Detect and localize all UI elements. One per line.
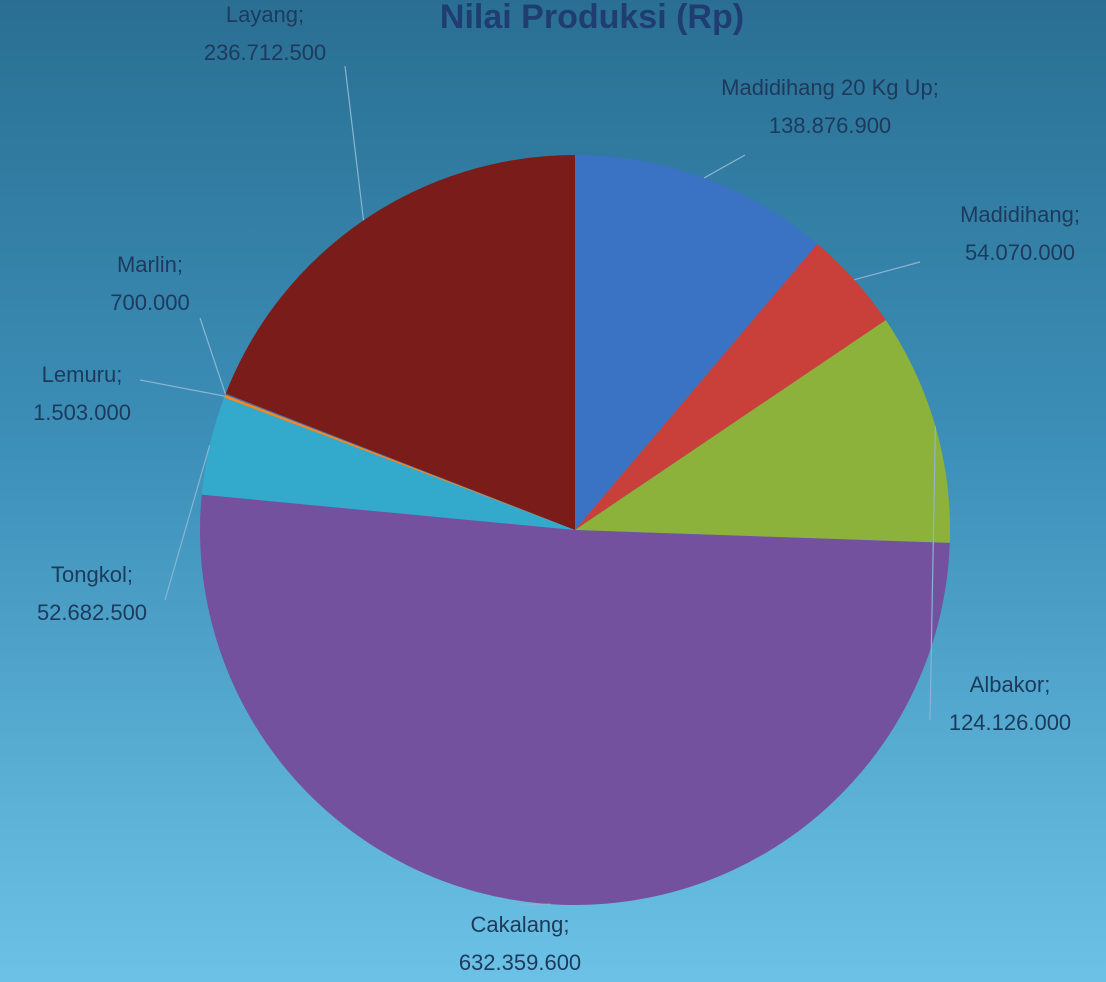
category-name: Tongkol	[51, 562, 127, 587]
label-separator: ;	[563, 912, 569, 937]
value-label: 138.876.900	[769, 113, 891, 138]
category-name: Madidihang	[960, 202, 1074, 227]
value-label: 700.000	[110, 290, 190, 315]
data-label: Marlin;	[117, 252, 183, 277]
data-label: Madidihang 20 Kg Up;	[721, 75, 939, 100]
category-name: Albakor	[970, 672, 1045, 697]
data-label: Layang;	[226, 2, 304, 27]
category-name: Madidihang 20 Kg Up	[721, 75, 933, 100]
label-separator: ;	[298, 2, 304, 27]
data-label: Lemuru;	[42, 362, 123, 387]
value-label: 632.359.600	[459, 950, 581, 975]
data-label: Madidihang;	[960, 202, 1080, 227]
category-name: Layang	[226, 2, 298, 27]
category-name: Marlin	[117, 252, 177, 277]
leader-line	[520, 904, 551, 905]
value-label: 236.712.500	[204, 40, 326, 65]
label-separator: ;	[933, 75, 939, 100]
value-label: 54.070.000	[965, 240, 1075, 265]
label-separator: ;	[116, 362, 122, 387]
data-label: Cakalang;	[470, 912, 569, 937]
data-label: Albakor;	[970, 672, 1051, 697]
label-separator: ;	[127, 562, 133, 587]
category-name: Cakalang	[470, 912, 563, 937]
value-label: 1.503.000	[33, 400, 131, 425]
category-name: Lemuru	[42, 362, 117, 387]
data-label: Tongkol;	[51, 562, 133, 587]
value-label: 124.126.000	[949, 710, 1071, 735]
label-separator: ;	[1044, 672, 1050, 697]
chart-title: Nilai Produksi (Rp)	[440, 0, 744, 36]
value-label: 52.682.500	[37, 600, 147, 625]
label-separator: ;	[1074, 202, 1080, 227]
label-separator: ;	[177, 252, 183, 277]
chart: Nilai Produksi (Rp) Madidihang 20 Kg Up;…	[0, 0, 1106, 982]
